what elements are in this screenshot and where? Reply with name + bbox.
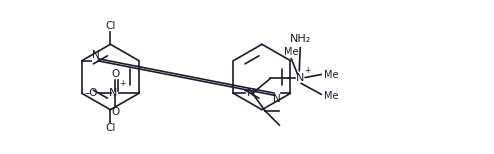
Text: Cl: Cl (105, 123, 116, 133)
Text: Cl: Cl (105, 21, 116, 31)
Text: N: N (296, 73, 305, 83)
Text: –O: –O (84, 88, 98, 98)
Text: +: + (304, 65, 310, 75)
Text: N: N (247, 88, 255, 98)
Text: O: O (112, 107, 120, 117)
Text: Me: Me (324, 69, 339, 79)
Text: NH₂: NH₂ (289, 34, 311, 44)
Text: N: N (92, 50, 100, 60)
Text: N: N (109, 88, 117, 98)
Text: +: + (119, 79, 125, 88)
Text: Me: Me (324, 91, 339, 101)
Text: N: N (273, 94, 281, 104)
Text: Me: Me (284, 47, 298, 57)
Text: O: O (112, 69, 120, 79)
